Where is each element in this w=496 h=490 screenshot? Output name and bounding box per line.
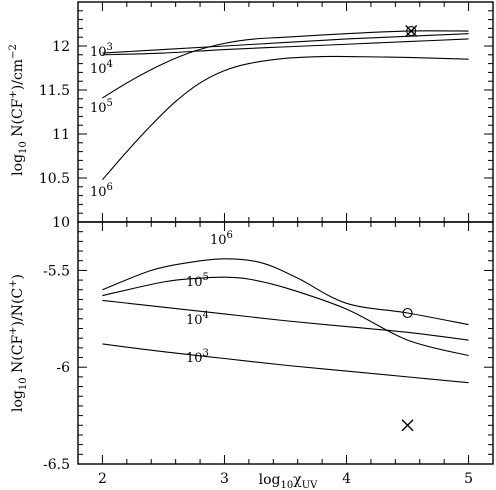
top-series-line-5 — [102, 30, 469, 99]
bottom-series-label-4: 104 — [186, 310, 209, 328]
x-tick-label: 3 — [220, 471, 229, 487]
top-series-label-3: 103 — [90, 42, 113, 60]
bottom-panel: -6.5 -6 -5.5 2 3 4 5 103 104 105 106 — [43, 221, 494, 487]
top-series-label-4: 104 — [90, 59, 113, 77]
x-axis-label: log10χUV — [259, 472, 319, 490]
bottom-series-label-5: 105 — [186, 272, 209, 290]
bottom-panel-y-axis-label: log10 N(CF+)/N(C+) — [8, 274, 29, 412]
bottom-y-tick-label: -5.5 — [43, 263, 70, 279]
bottom-series-label-3: 103 — [186, 348, 209, 366]
top-y-tick-label: 12 — [52, 39, 70, 55]
bottom-series-line-3 — [102, 343, 469, 384]
top-series-line-4 — [102, 38, 469, 56]
x-tick-label: 2 — [98, 471, 107, 487]
top-circle-marker — [406, 25, 417, 37]
bottom-circle-marker — [402, 307, 413, 319]
top-y-tick-label: 11 — [52, 127, 70, 143]
top-series-label-6: 106 — [90, 182, 113, 200]
bottom-panel-frame — [77, 221, 494, 465]
top-y-tick-label: 10.5 — [39, 171, 70, 187]
top-series-line-3 — [102, 33, 469, 54]
x-tick-label: 5 — [464, 471, 473, 487]
bottom-series-label-6: 106 — [210, 230, 233, 248]
bottom-series-line-4 — [102, 299, 469, 341]
top-cross-marker — [405, 25, 418, 38]
bottom-series-line-5 — [102, 276, 469, 357]
x-tick-label: 4 — [342, 471, 351, 487]
top-series-line-6 — [101, 55, 469, 181]
top-y-tick-label: 11.5 — [39, 83, 70, 99]
bottom-cross-marker — [401, 419, 414, 432]
bottom-y-tick-label: -6.5 — [43, 457, 70, 473]
bottom-y-tick-label: -6 — [56, 360, 70, 376]
top-panel-y-axis-label: log10 N(CF+)/cm−2 — [8, 44, 29, 176]
top-y-tick-label: 10 — [52, 215, 70, 231]
top-series-label-5: 105 — [90, 98, 113, 116]
bottom-series-line-6 — [102, 258, 469, 326]
